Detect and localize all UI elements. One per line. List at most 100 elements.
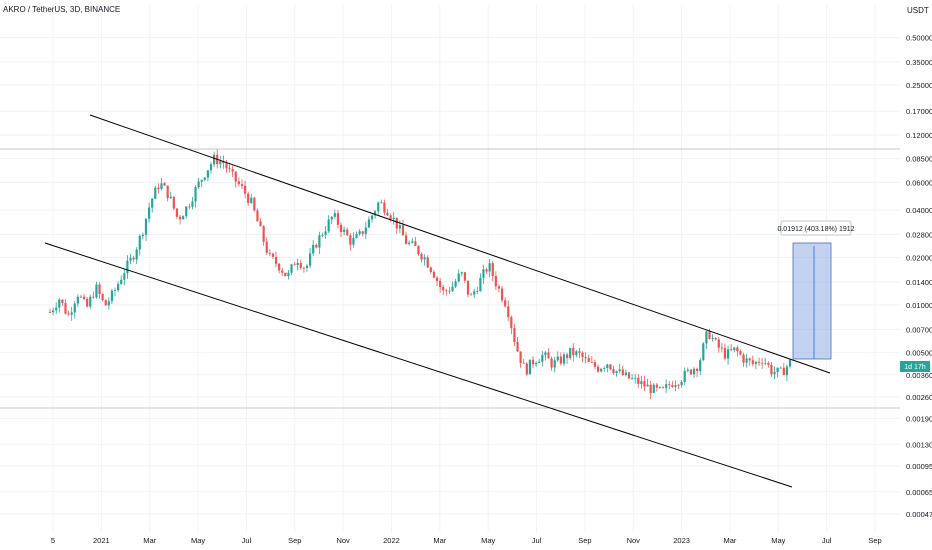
y-tick-label: 0.00095	[906, 462, 932, 471]
candle-up	[321, 234, 324, 236]
x-tick-label: Jul	[822, 536, 832, 545]
candle-up	[674, 385, 677, 387]
y-tick-label: 0.01000	[906, 301, 932, 310]
y-tick-label: 0.04000	[906, 206, 932, 215]
candle-down	[671, 385, 674, 387]
candle-down	[178, 216, 182, 220]
candle-up	[745, 358, 748, 363]
candle-down	[237, 181, 240, 185]
candle-down	[417, 245, 420, 254]
x-tick-label: May	[191, 536, 205, 545]
candle-up	[287, 272, 290, 277]
candle-up	[699, 360, 702, 372]
candle-down	[643, 381, 646, 387]
candle-down	[339, 224, 343, 233]
time-axis[interactable]: 5 2021 Mar May Jul Sep Nov 2022 Mar May Jul Sep Nov 2…	[51, 536, 882, 545]
candle-down	[550, 358, 553, 368]
candle-up	[476, 291, 479, 293]
candle-up	[76, 296, 79, 304]
candle-up	[110, 290, 114, 302]
candle-up	[141, 234, 144, 236]
candle-down	[717, 339, 720, 348]
x-tick-label: Sep	[868, 536, 881, 545]
candle-up	[250, 197, 253, 203]
candle-down	[751, 360, 754, 364]
annotation-box	[780, 220, 852, 236]
candle-up	[206, 170, 210, 178]
candle-up	[197, 181, 200, 188]
candle-down	[346, 229, 349, 236]
candle-up	[358, 231, 361, 235]
y-tick-label: 0.25000	[906, 81, 932, 90]
candle-up	[144, 218, 148, 235]
candle-up	[683, 370, 686, 382]
candle-up	[556, 356, 559, 361]
candle-down	[234, 171, 237, 182]
candle-up	[51, 310, 55, 313]
y-tick-label: 0.06000	[906, 178, 932, 187]
y-tick-label: 0.00360	[906, 371, 932, 380]
candle-down	[612, 369, 615, 373]
candle-up	[219, 161, 222, 165]
candle-down	[513, 328, 516, 343]
candle-up	[200, 179, 203, 182]
candle-up	[305, 265, 309, 269]
candle-down	[767, 362, 770, 365]
candle-down	[48, 312, 52, 313]
candle-up	[154, 187, 157, 199]
candle-down	[581, 352, 584, 358]
candle-up	[398, 225, 401, 229]
candle-up	[773, 371, 776, 375]
candle-up	[120, 279, 123, 285]
channel-lower-trendline	[44, 242, 793, 488]
candle-up	[194, 187, 197, 202]
candle-down	[500, 288, 504, 301]
candle-up	[646, 384, 649, 387]
candle-down	[361, 231, 364, 234]
candle-down	[315, 244, 318, 248]
y-tick-label: 0.00700	[906, 325, 932, 334]
y-tick-label: 0.12000	[906, 131, 932, 140]
x-tick-label: 2021	[93, 536, 110, 545]
grid	[0, 5, 900, 532]
candle-down	[256, 210, 259, 222]
price-axis[interactable]: 0.50000 0.35000 0.25000 0.17000 0.12000 0.085…	[906, 33, 932, 519]
candle-up	[454, 281, 457, 287]
candle-down	[761, 362, 764, 364]
x-tick-label: May	[481, 536, 495, 545]
candle-down	[240, 184, 244, 186]
y-tick-label: 0.17000	[906, 107, 932, 116]
candle-down	[748, 358, 751, 361]
candle-down	[593, 362, 597, 367]
candle-up	[290, 264, 293, 273]
candle-down	[175, 208, 179, 217]
candle-up	[562, 354, 566, 364]
candle-down	[432, 272, 436, 278]
candle-up	[488, 263, 491, 272]
candle-up	[55, 307, 58, 311]
candle-down	[281, 270, 284, 273]
candle-up	[312, 244, 315, 254]
candle-down	[243, 185, 247, 194]
candle-down	[157, 187, 160, 190]
candle-down	[689, 369, 693, 375]
candle-down	[782, 367, 785, 376]
candle-up	[764, 362, 767, 364]
candle-up	[624, 372, 627, 375]
candle-down	[677, 385, 680, 386]
candle-down	[559, 356, 562, 364]
candle-down	[720, 347, 723, 349]
candle-up	[364, 227, 367, 234]
candle-down	[494, 276, 497, 287]
candle-up	[296, 262, 299, 266]
candle-down	[98, 284, 101, 295]
candle-down	[519, 351, 522, 363]
candle-up	[209, 164, 213, 171]
current-price-badge	[900, 361, 930, 372]
candle-up	[330, 216, 333, 220]
candle-up	[138, 235, 141, 250]
candle-down	[228, 168, 231, 170]
current-price-label: 1d 17h	[904, 364, 926, 371]
candle-up	[135, 249, 138, 260]
